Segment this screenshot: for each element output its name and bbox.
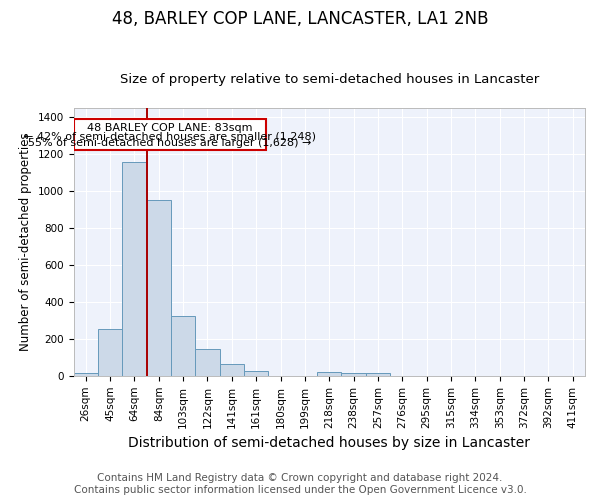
FancyBboxPatch shape	[74, 119, 266, 150]
Bar	[317, 372, 341, 376]
Bar	[171, 316, 196, 376]
Bar	[74, 373, 98, 376]
Y-axis label: Number of semi-detached properties: Number of semi-detached properties	[19, 132, 32, 351]
X-axis label: Distribution of semi-detached houses by size in Lancaster: Distribution of semi-detached houses by …	[128, 436, 530, 450]
Bar	[98, 328, 122, 376]
Text: ← 42% of semi-detached houses are smaller (1,248): ← 42% of semi-detached houses are smalle…	[24, 131, 316, 141]
Text: 55% of semi-detached houses are larger (1,628) →: 55% of semi-detached houses are larger (…	[28, 138, 311, 148]
Text: 48 BARLEY COP LANE: 83sqm: 48 BARLEY COP LANE: 83sqm	[87, 123, 253, 133]
Text: 48, BARLEY COP LANE, LANCASTER, LA1 2NB: 48, BARLEY COP LANE, LANCASTER, LA1 2NB	[112, 10, 488, 28]
Bar	[220, 364, 244, 376]
Bar	[366, 374, 390, 376]
Bar	[122, 162, 146, 376]
Title: Size of property relative to semi-detached houses in Lancaster: Size of property relative to semi-detach…	[119, 73, 539, 86]
Bar	[196, 349, 220, 376]
Bar	[146, 200, 171, 376]
Bar	[341, 374, 366, 376]
Bar	[244, 370, 268, 376]
Text: Contains HM Land Registry data © Crown copyright and database right 2024.
Contai: Contains HM Land Registry data © Crown c…	[74, 474, 526, 495]
